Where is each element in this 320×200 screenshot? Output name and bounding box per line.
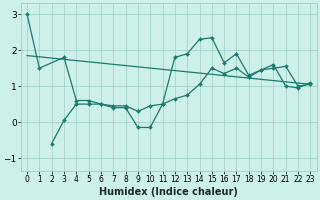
X-axis label: Humidex (Indice chaleur): Humidex (Indice chaleur) bbox=[99, 187, 238, 197]
